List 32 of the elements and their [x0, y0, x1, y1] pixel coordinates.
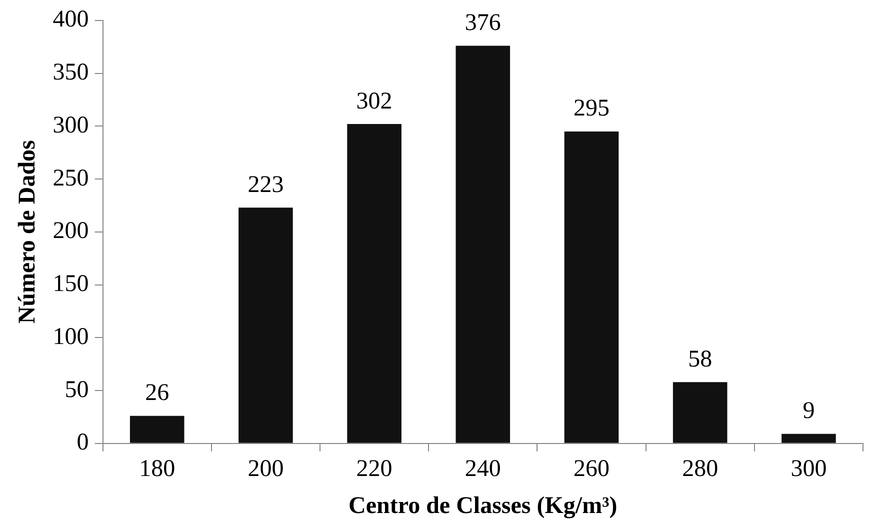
x-tick-label: 280: [682, 456, 718, 482]
y-tick-label: 350: [52, 60, 89, 86]
data-label: 223: [248, 172, 284, 198]
x-tick-label: 300: [790, 456, 827, 482]
y-tick-label: 150: [52, 271, 89, 298]
data-label: 26: [145, 380, 170, 406]
bar: [347, 124, 402, 443]
x-tick-label: 180: [139, 456, 176, 482]
x-tick-label: 220: [356, 456, 392, 482]
bar: [672, 382, 728, 443]
bar: [238, 208, 293, 443]
bar: [130, 416, 184, 443]
x-tick-label: 200: [248, 456, 284, 482]
data-label: 9: [802, 398, 815, 424]
bar: [456, 46, 510, 443]
x-tick-label: 240: [464, 456, 501, 482]
y-tick-label: 100: [52, 324, 89, 350]
data-label: 302: [356, 88, 392, 114]
y-tick-label: 200: [52, 218, 89, 244]
x-axis-title: Centro de Classes (Kg/m³): [348, 492, 618, 519]
y-tick-label: 0: [76, 430, 89, 456]
x-tick-label: 260: [574, 456, 610, 482]
y-tick-label: 50: [64, 376, 89, 403]
y-axis-title: Número de Dados: [14, 140, 41, 324]
data-label: 58: [688, 346, 712, 372]
data-label: 295: [574, 96, 610, 122]
y-tick-label: 250: [52, 165, 89, 192]
y-tick-label: 400: [52, 6, 89, 33]
data-label: 376: [464, 10, 501, 36]
bar: [782, 434, 836, 443]
y-tick-label: 300: [52, 112, 89, 138]
bar: [564, 131, 619, 443]
